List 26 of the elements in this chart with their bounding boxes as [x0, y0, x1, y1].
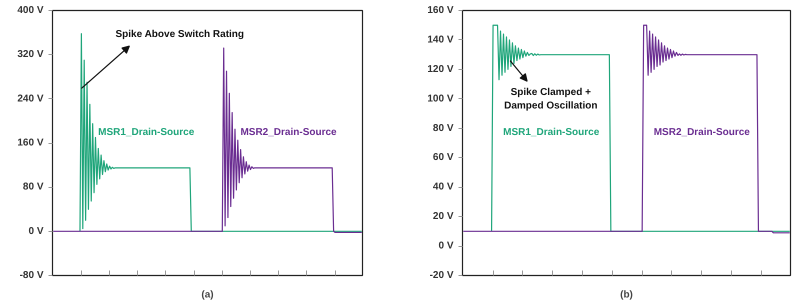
- y-tick-label: 20 V: [432, 211, 454, 222]
- x-axis-title: (b): [620, 290, 633, 300]
- y-tick-label: 0 V: [28, 226, 44, 237]
- y-tick-label: 160 V: [427, 5, 454, 16]
- annotation: Spike Clamped + Damped Oscillation: [504, 87, 598, 112]
- line-series: [52, 47, 362, 234]
- series-label: MSR1_Drain-Source: [98, 126, 195, 138]
- y-tick-label: 60 V: [432, 152, 454, 164]
- y-tick-label: 160 V: [17, 138, 44, 148]
- x-axis-title: (a): [201, 290, 214, 300]
- series-label: MSR1_Drain-Source: [503, 126, 600, 138]
- y-tick-label: -20 V: [430, 270, 454, 281]
- y-tick-label: 100 V: [427, 93, 454, 104]
- y-tick-label: 240 V: [17, 93, 44, 104]
- y-tick-label: 400 V: [17, 5, 44, 16]
- y-tick-label: 120 V: [427, 64, 454, 75]
- y-tick-label: 0 V: [438, 240, 454, 252]
- y-tick-label: 80 V: [432, 122, 454, 134]
- annotation: Spike Above Switch Rating: [115, 28, 244, 40]
- y-tick-label: 320 V: [17, 49, 44, 60]
- series-label: MSR2_Drain-Source: [654, 126, 750, 138]
- y-tick-label: -80 V: [20, 270, 44, 281]
- series-label: MSR2_Drain-Source: [240, 126, 338, 138]
- y-tick-label: 140 V: [427, 34, 454, 46]
- y-tick-label: 40 V: [432, 182, 454, 193]
- y-tick-label: 80 V: [22, 182, 44, 193]
